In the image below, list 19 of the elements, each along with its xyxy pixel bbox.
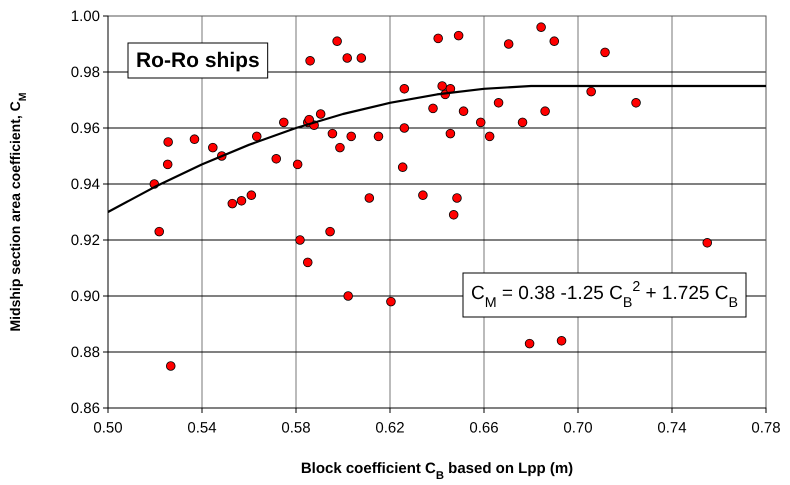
y-tick-label: 0.94 (70, 176, 100, 193)
y-tick-label: 0.86 (70, 400, 100, 417)
x-tick-label: 0.54 (187, 420, 217, 436)
x-tick-label: 0.62 (375, 420, 405, 436)
x-tick-label: 0.66 (469, 420, 499, 436)
y-tick-label: 0.96 (70, 120, 100, 137)
annotation: C$_{M}$ = 0.38 -1.25 C$_{B}$$^{2}$ + 1.725 C$_{B}$ (471, 279, 738, 311)
y-tick-label: 0.88 (70, 344, 100, 361)
x-tick-label: 0.58 (281, 420, 311, 436)
y-tick-label: 0.90 (70, 288, 100, 305)
x-axis-title: Block coefficient C$_{B}$ based on Lpp (m) (300, 460, 574, 482)
y-tick-label: 0.92 (70, 232, 100, 249)
x-tick-label: 0.50 (93, 420, 123, 436)
y-tick-label: 0.98 (70, 64, 100, 81)
y-tick-label: 1.00 (70, 8, 100, 25)
x-tick-label: 0.74 (657, 420, 687, 436)
x-tick-label: 0.78 (751, 420, 781, 436)
x-tick-label: 0.70 (563, 420, 593, 436)
annotation: Ro-Ro ships (136, 49, 260, 72)
